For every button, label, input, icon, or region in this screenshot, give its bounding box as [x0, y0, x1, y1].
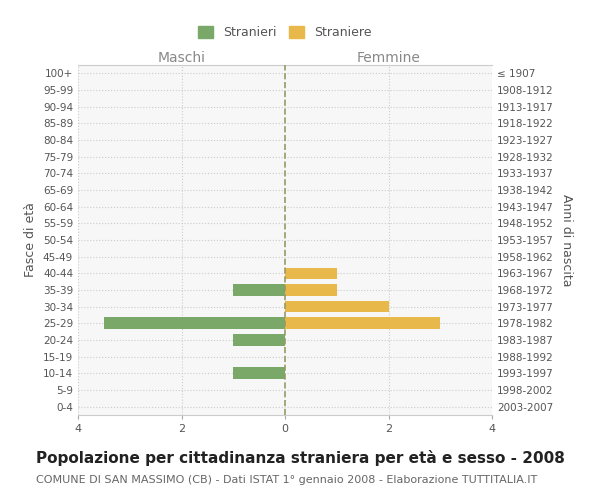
Bar: [285, 318, 440, 329]
Bar: [104, 318, 285, 329]
Text: Femmine: Femmine: [356, 51, 421, 65]
Bar: [285, 268, 337, 279]
Text: Popolazione per cittadinanza straniera per età e sesso - 2008: Popolazione per cittadinanza straniera p…: [36, 450, 565, 466]
Bar: [285, 301, 389, 312]
Text: Maschi: Maschi: [157, 51, 205, 65]
Y-axis label: Anni di nascita: Anni di nascita: [560, 194, 573, 286]
Bar: [233, 334, 285, 346]
Bar: [233, 368, 285, 379]
Bar: [233, 284, 285, 296]
Y-axis label: Fasce di età: Fasce di età: [25, 202, 37, 278]
Text: COMUNE DI SAN MASSIMO (CB) - Dati ISTAT 1° gennaio 2008 - Elaborazione TUTTITALI: COMUNE DI SAN MASSIMO (CB) - Dati ISTAT …: [36, 475, 537, 485]
Bar: [285, 284, 337, 296]
Legend: Stranieri, Straniere: Stranieri, Straniere: [194, 22, 376, 43]
